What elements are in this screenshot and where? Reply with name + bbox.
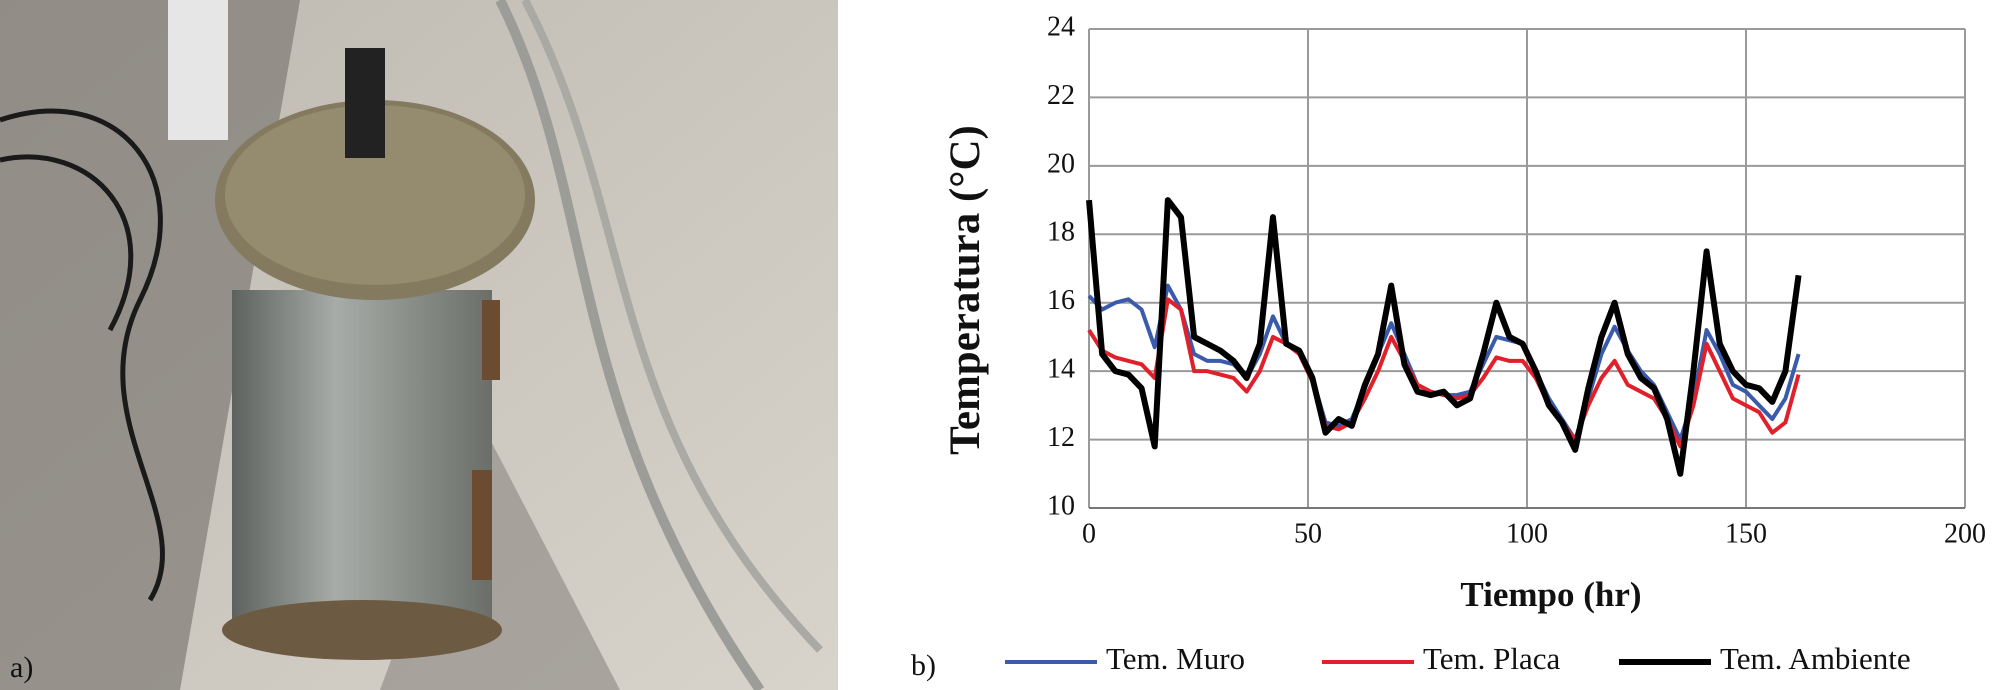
x-tick-label: 200 xyxy=(1944,518,1986,549)
y-tick-label: 18 xyxy=(1047,217,1075,248)
y-tick-label: 12 xyxy=(1047,422,1075,453)
series-line xyxy=(1086,197,1802,477)
x-tick-label: 0 xyxy=(1082,518,1096,549)
panel-label: a) xyxy=(10,651,33,684)
legend-label: Tem. Ambiente xyxy=(1720,641,1911,676)
y-tick-label: 14 xyxy=(1047,354,1075,385)
plot-area: 10 12 14 16 18 20 22 24 0 50 100 150 200 xyxy=(1047,11,1986,549)
legend-label: Tem. Muro xyxy=(1106,641,1245,676)
y-tick-label: 16 xyxy=(1047,285,1075,316)
y-axis-label: Temperatura (°C) xyxy=(942,125,989,455)
x-tick-label: 100 xyxy=(1506,518,1548,549)
legend-label: Tem. Placa xyxy=(1423,641,1561,676)
x-axis-label: Tiempo (hr) xyxy=(1460,575,1641,614)
x-tick-label: 150 xyxy=(1725,518,1767,549)
x-tick-label: 50 xyxy=(1294,518,1322,549)
y-tick-label: 10 xyxy=(1047,490,1075,521)
photo xyxy=(0,0,838,690)
legend: Tem. Muro Tem. Placa Tem. Ambiente xyxy=(1005,641,1911,676)
y-tick-label: 22 xyxy=(1047,80,1075,111)
panel-label: b) xyxy=(911,649,936,682)
y-tick-label: 24 xyxy=(1047,11,1075,42)
y-tick-label: 20 xyxy=(1047,148,1075,179)
